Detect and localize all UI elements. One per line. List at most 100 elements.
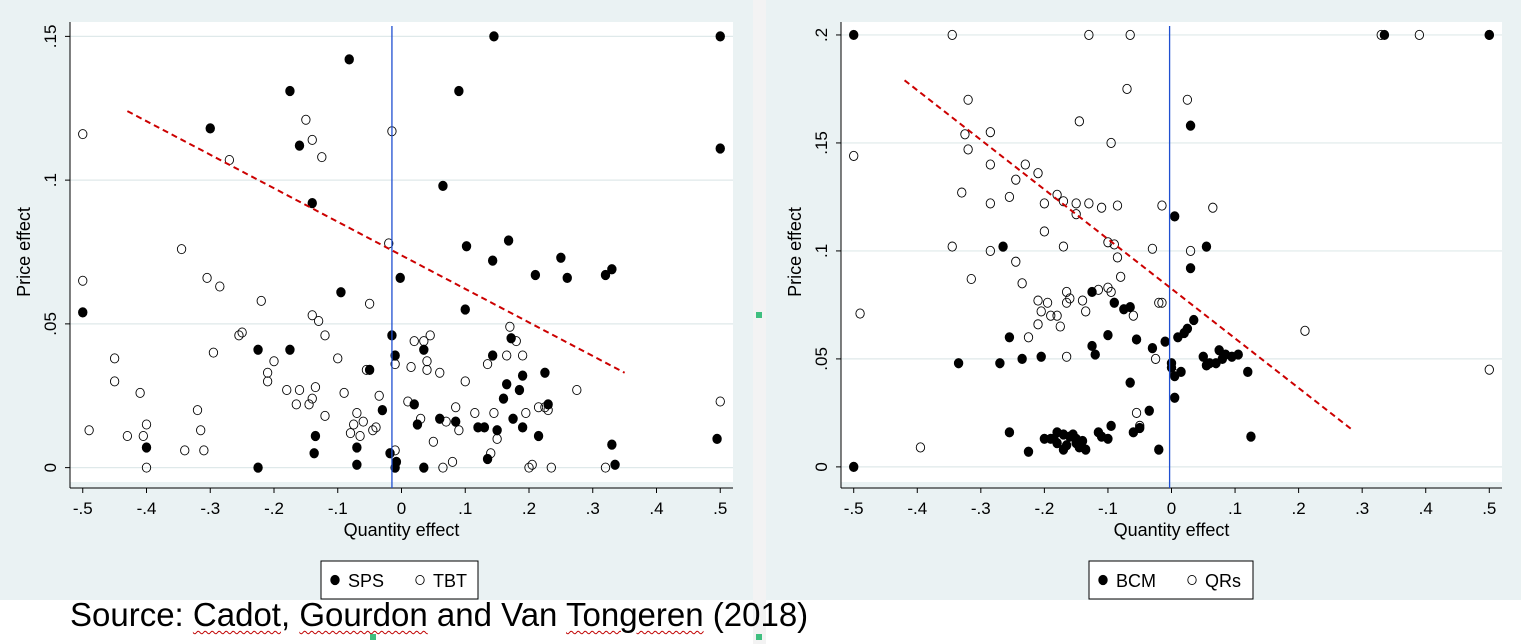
data-point-filled <box>995 358 1005 369</box>
data-point-filled <box>461 241 472 252</box>
data-point-hollow <box>1077 295 1088 306</box>
data-point-hollow <box>135 387 145 398</box>
data-point-filled <box>385 448 395 459</box>
data-point-hollow <box>1023 332 1034 343</box>
data-point-hollow <box>963 94 973 105</box>
data-point-hollow <box>915 442 926 453</box>
data-point-hollow <box>192 405 203 416</box>
data-point-filled <box>998 241 1008 252</box>
x-tick-label: .4 <box>1419 499 1433 518</box>
data-point-filled <box>1087 340 1097 352</box>
resize-handle-bottom[interactable] <box>756 634 762 640</box>
data-point-hollow <box>313 315 324 327</box>
data-point-hollow <box>855 308 865 319</box>
y-tick-label: .05 <box>41 312 60 336</box>
data-point-hollow <box>533 402 544 413</box>
data-point-hollow <box>390 359 400 370</box>
data-point-hollow <box>1208 202 1218 213</box>
data-point-hollow <box>447 456 458 467</box>
source-connector: and Van <box>427 596 566 633</box>
data-point-filled <box>1023 446 1034 457</box>
x-tick-label: -.5 <box>844 499 864 518</box>
data-point-hollow <box>600 462 611 473</box>
data-point-hollow <box>141 462 152 473</box>
data-point-filled <box>498 393 509 404</box>
source-prefix: Source: <box>70 596 193 633</box>
text-box-handle[interactable] <box>370 634 376 640</box>
data-point-filled <box>1135 422 1145 434</box>
data-point-hollow <box>1042 297 1053 308</box>
data-point-hollow <box>1084 198 1094 209</box>
x-tick-label: -.3 <box>971 499 991 518</box>
data-point-filled <box>1131 334 1142 345</box>
data-point-hollow <box>1157 297 1167 308</box>
data-point-filled <box>1185 120 1196 131</box>
data-point-filled <box>482 453 493 465</box>
data-point-hollow <box>406 361 416 373</box>
data-point-hollow <box>1106 286 1116 298</box>
data-point-filled <box>1185 263 1196 274</box>
resize-handle[interactable] <box>756 312 762 318</box>
data-point-filled <box>285 344 295 355</box>
legend: SPS TBT <box>320 560 479 600</box>
x-tick-label: .1 <box>458 499 472 518</box>
data-point-hollow <box>78 275 88 286</box>
data-point-filled <box>205 123 215 134</box>
data-point-hollow <box>1033 295 1043 306</box>
data-point-hollow <box>966 273 976 285</box>
data-point-hollow <box>425 330 435 341</box>
data-point-hollow <box>237 327 247 338</box>
data-point-hollow <box>1061 351 1072 362</box>
data-point-hollow <box>1128 310 1139 321</box>
legend-box <box>1088 560 1254 600</box>
data-point-hollow <box>947 241 957 252</box>
data-point-hollow <box>1020 159 1030 170</box>
data-point-filled <box>607 264 617 275</box>
data-point-filled <box>364 364 375 375</box>
data-point-hollow <box>546 462 556 473</box>
data-point-filled <box>712 433 722 444</box>
data-point-hollow <box>1036 306 1046 317</box>
data-point-hollow <box>1484 29 1494 41</box>
data-point-filled <box>508 413 518 424</box>
data-point-hollow <box>304 399 314 410</box>
data-point-filled <box>1109 297 1119 308</box>
data-point-hollow <box>358 416 368 427</box>
data-point-hollow <box>352 407 362 419</box>
data-point-hollow <box>262 376 273 387</box>
data-point-hollow <box>307 310 317 321</box>
data-point-hollow <box>451 402 461 413</box>
data-point-hollow <box>1147 243 1158 254</box>
data-point-filled <box>1246 431 1256 442</box>
data-point-hollow <box>1017 278 1027 289</box>
data-point-hollow <box>1154 297 1164 308</box>
data-point-hollow <box>1061 286 1072 298</box>
legend-marker-hollow <box>1187 574 1197 586</box>
data-point-filled <box>1106 420 1116 431</box>
data-point-filled <box>487 255 498 266</box>
left-chart-panel: -.5 -.4 -.3 -.2 -.1 0 .1 .2 .3 .4 .5 0 .05 .1 .15 Quant… <box>0 0 753 600</box>
data-point-hollow <box>492 433 502 444</box>
data-point-hollow <box>1011 174 1021 185</box>
x-axis-title: Quantity effect <box>1114 520 1230 540</box>
data-point-filled <box>336 287 346 298</box>
data-point-hollow <box>1071 198 1081 209</box>
data-point-filled <box>1147 343 1158 354</box>
data-point-hollow <box>301 114 311 125</box>
data-point-hollow <box>543 405 553 416</box>
data-point-filled <box>1379 29 1390 41</box>
x-axis-title: Quantity effect <box>344 520 460 540</box>
data-point-hollow <box>180 445 190 456</box>
data-point-hollow <box>256 295 266 306</box>
data-point-hollow <box>1116 271 1126 282</box>
legend-box <box>320 560 479 600</box>
data-point-hollow <box>502 350 512 361</box>
x-tick-label: -.4 <box>907 499 927 518</box>
data-point-hollow <box>985 198 996 209</box>
x-tick-label: .2 <box>522 499 536 518</box>
source-caption: Source: Cadot, Gourdon and Van Tongeren … <box>70 596 808 634</box>
plot-area <box>841 22 1502 482</box>
data-point-hollow <box>435 367 445 378</box>
data-point-hollow <box>282 384 292 396</box>
data-point-hollow <box>339 387 349 398</box>
